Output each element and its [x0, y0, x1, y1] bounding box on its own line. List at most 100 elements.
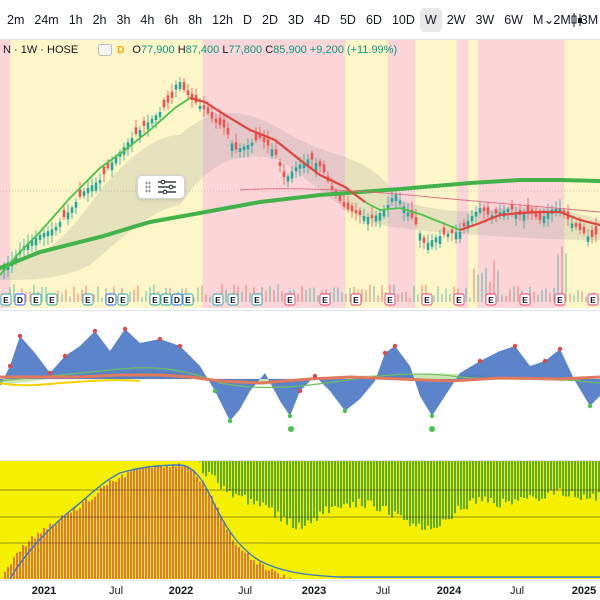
candle-body: [114, 156, 118, 164]
timeframe-button-4h[interactable]: 4h: [140, 12, 155, 27]
timeframe-button-2m[interactable]: 2M: [553, 12, 571, 27]
candle-body: [246, 145, 250, 150]
timeframe-button-2d[interactable]: 2D: [262, 12, 279, 27]
breadth-green-bar: [325, 461, 327, 507]
settings-icon[interactable]: [590, 8, 600, 32]
oscillator-svg[interactable]: [0, 311, 600, 453]
volume-bar: [513, 286, 515, 302]
timeframe-button-6w[interactable]: 6W: [504, 12, 523, 27]
event-marker-label: E: [230, 295, 236, 305]
timeframe-button-2w[interactable]: 2W: [446, 12, 466, 27]
breadth-green-bar: [592, 461, 594, 494]
timeframe-button-4d[interactable]: 4D: [314, 12, 330, 27]
candle-body: [130, 138, 134, 146]
timeframe-button-8h[interactable]: 8h: [188, 12, 203, 27]
breadth-green-bar: [388, 461, 390, 515]
timeframe-button-5d[interactable]: 5D: [339, 12, 356, 27]
drawing-toolbar-widget[interactable]: [137, 175, 185, 199]
candle-body: [450, 229, 454, 234]
breadth-red-bar: [115, 481, 117, 579]
breadth-red-bar: [235, 544, 237, 579]
timeframe-button-2h[interactable]: 2h: [92, 12, 107, 27]
timeframe-button-6h[interactable]: 6h: [164, 12, 179, 27]
candle-body: [350, 205, 354, 212]
timeframe-button-w[interactable]: W: [419, 7, 442, 32]
candle-body: [170, 91, 174, 98]
candle-body: [378, 213, 382, 221]
chevron-down-icon[interactable]: ⌄: [543, 12, 555, 27]
breadth-index-line: [9, 464, 600, 580]
timeframe-button-3h[interactable]: 3h: [116, 12, 131, 27]
volume-bar: [557, 254, 559, 302]
volume-bar: [205, 294, 207, 302]
breadth-red-bar: [64, 516, 66, 579]
volume-bar: [97, 286, 99, 302]
close-key: C: [265, 44, 274, 56]
symbol-label[interactable]: N · 1W · HOSE: [3, 44, 79, 56]
candle-body: [174, 84, 178, 90]
breadth-green-bar: [475, 461, 477, 504]
volume-bar: [269, 285, 271, 302]
timeframe-button-d[interactable]: D: [243, 12, 253, 27]
timeframe-button-10d[interactable]: 10D: [391, 12, 415, 27]
breadth-red-bar: [271, 568, 273, 579]
event-marker: E: [149, 293, 161, 306]
breadth-red-bar: [223, 521, 225, 579]
breadth-green-bar: [538, 461, 540, 501]
drag-handle-icon[interactable]: [145, 181, 151, 193]
timeframe-button-6d[interactable]: 6D: [365, 12, 382, 27]
candle-style-icon[interactable]: [566, 8, 588, 32]
time-axis[interactable]: 2021 Jul 2022 Jul 2023 Jul 2024 Jul 2025: [0, 580, 600, 600]
candle-body: [74, 202, 78, 208]
volume-bar: [337, 287, 339, 302]
volume-bar: [265, 290, 267, 302]
candle-body: [478, 208, 482, 213]
breadth-red-bar: [265, 569, 267, 579]
timeframe-button-3w[interactable]: 3W: [475, 12, 495, 27]
volume-bar: [245, 284, 247, 302]
candle-body: [506, 208, 510, 213]
breadth-green-bar: [544, 461, 546, 499]
breadth-red-bar: [118, 478, 120, 579]
volume-bar: [57, 290, 59, 302]
volume-bar: [421, 284, 423, 302]
volume-bar: [141, 296, 143, 302]
timeframe-button-1h[interactable]: 1h: [68, 12, 83, 27]
oscillator-pane[interactable]: [0, 310, 600, 452]
close-value: 85,900: [273, 44, 307, 56]
slow-moving-average-line: [0, 178, 600, 270]
volume-bar: [249, 292, 251, 302]
candle-body: [522, 213, 526, 221]
volume-bar: [69, 296, 71, 302]
event-marker: E: [319, 293, 331, 306]
timeframe-button-3d[interactable]: 3D: [288, 12, 304, 27]
event-marker-badge: [171, 293, 183, 306]
timeframe-button-3m[interactable]: 3M: [580, 12, 599, 27]
volume-histogram-pane[interactable]: [0, 460, 600, 580]
volume-bar: [449, 293, 451, 302]
candle-body: [258, 134, 262, 138]
breadth-green-bar: [571, 461, 573, 491]
timeframe-button-2m[interactable]: 2m: [7, 12, 25, 27]
volume-bar: [445, 288, 447, 302]
event-marker: D: [171, 293, 183, 306]
timeframe-button-24m[interactable]: 24m: [34, 12, 59, 27]
breadth-red-bar: [244, 552, 246, 579]
candle-body: [30, 240, 34, 246]
timeframe-button-12h[interactable]: 12h: [212, 12, 233, 27]
visibility-toggle-icon[interactable]: [98, 44, 113, 56]
breadth-green-bar: [406, 461, 408, 521]
breadth-green-bar: [277, 461, 279, 512]
breadth-green-bar: [211, 461, 213, 475]
volume-histogram-svg[interactable]: [0, 461, 600, 580]
breadth-red-bar: [25, 546, 27, 579]
indicator-settings-icon[interactable]: [157, 180, 177, 194]
event-marker: E: [0, 293, 12, 306]
timeframe-button-m[interactable]: M: [532, 12, 544, 27]
breadth-green-bar: [493, 461, 495, 504]
candle-body: [382, 210, 386, 217]
candle-body: [322, 164, 326, 173]
volume-bar: [393, 284, 395, 302]
